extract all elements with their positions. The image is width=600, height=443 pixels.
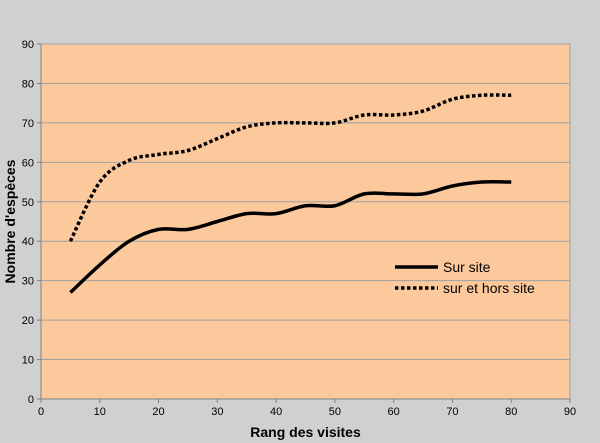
x-axis-label: Rang des visites: [250, 424, 361, 440]
plot-area: [41, 44, 570, 399]
series-line-sur-site: [69, 180, 512, 294]
y-tick-label: 40: [22, 236, 34, 248]
y-tick-label: 60: [22, 157, 34, 169]
y-tick-label: 90: [22, 39, 34, 51]
y-tick-label: 20: [22, 315, 34, 327]
x-tick-label: 10: [94, 406, 106, 418]
y-tick-label: 80: [22, 78, 34, 90]
series-lines: [68, 93, 512, 294]
axes: [37, 43, 571, 403]
x-tick-labels: 0 10 20 30 40 50 60 70 80 90: [38, 406, 576, 418]
x-tick-label: 50: [329, 406, 341, 418]
x-tick-label: 30: [211, 406, 223, 418]
x-tick-label: 80: [505, 406, 517, 418]
y-axis-label: Nombre d'espèces: [2, 159, 18, 283]
x-tick-label: 70: [446, 406, 458, 418]
x-tick-label: 20: [152, 406, 164, 418]
y-tick-labels: 0 10 20 30 40 50 60 70 80 90: [22, 39, 34, 406]
y-tick-label: 70: [22, 118, 34, 130]
legend-label-sur-site: Sur site: [443, 259, 491, 275]
y-tick-label: 30: [22, 276, 34, 288]
series-line-sur-et-hors-site: [68, 93, 512, 243]
x-tick-label: 40: [270, 406, 282, 418]
y-tick-label: 10: [22, 355, 34, 367]
y-tick-label: 50: [22, 197, 34, 209]
x-tick-label: 60: [388, 406, 400, 418]
legend: Sur site sur et hors site: [395, 259, 535, 296]
x-tick-label: 0: [38, 406, 44, 418]
legend-label-sur-et-hors-site: sur et hors site: [443, 280, 535, 296]
y-tick-label: 0: [28, 394, 34, 406]
x-tick-label: 90: [564, 406, 576, 418]
